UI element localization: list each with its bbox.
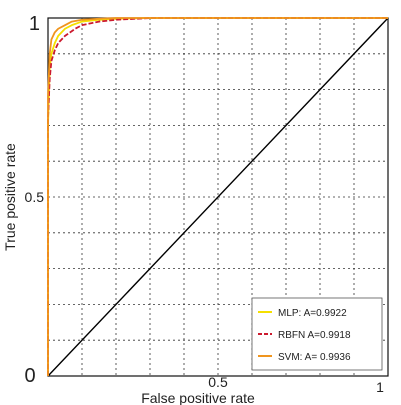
legend-label: RBFN A=0.9918 xyxy=(278,330,351,341)
x-tick-label: 1 xyxy=(376,379,384,395)
series-line-svm xyxy=(47,17,388,376)
chance-diagonal-line xyxy=(47,17,389,377)
y-tick-label: 0.5 xyxy=(25,189,45,205)
y-axis-title: True positive rate xyxy=(2,143,18,251)
y-tick-label: 1 xyxy=(29,13,40,35)
x-tick-label: 0 xyxy=(24,365,35,387)
legend-box xyxy=(251,297,383,371)
legend-label: MLP: A=0.9922 xyxy=(278,308,347,319)
x-tick-label: 0.5 xyxy=(208,374,228,390)
x-axis-title: False positive rate xyxy=(141,390,255,405)
legend-label: SVM: A= 0.9936 xyxy=(278,352,351,363)
